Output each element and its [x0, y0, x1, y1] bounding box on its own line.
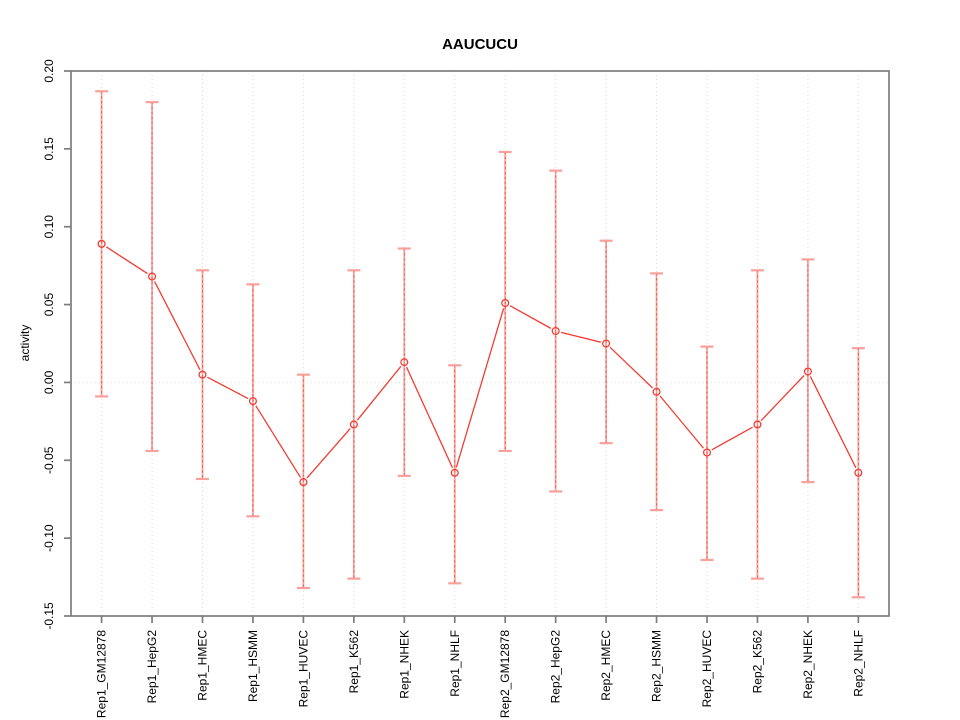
data-point — [349, 420, 358, 429]
series-segment — [255, 405, 302, 478]
y-tick-label: 0.00 — [42, 370, 56, 394]
data-point — [854, 468, 863, 477]
data-point — [501, 298, 510, 308]
series-segment — [455, 308, 505, 468]
x-tick-label: Rep1_NHLF — [448, 630, 462, 697]
plot-box — [70, 70, 890, 617]
series-segment — [560, 331, 601, 343]
data-point — [652, 387, 661, 396]
series-segment — [711, 426, 753, 451]
x-tick-label: Rep1_HUVEC — [296, 630, 310, 708]
data-point — [753, 420, 762, 429]
x-tick-label: Rep1_NHEK — [397, 630, 411, 699]
x-tick-label: Rep2_GM12878 — [498, 630, 512, 718]
y-tick-label: 0.20 — [42, 59, 56, 83]
data-point — [198, 370, 207, 379]
series-segment — [809, 376, 857, 469]
y-tick-label: -0.10 — [42, 524, 56, 552]
chart-title: AAUCUCU — [442, 36, 518, 53]
x-tick-label: Rep1_HMEC — [196, 630, 210, 701]
series-segment — [153, 281, 201, 371]
series-segment — [609, 346, 654, 389]
x-tick-label: Rep2_NHEK — [801, 630, 815, 699]
x-tick-label: Rep2_K562 — [750, 630, 764, 694]
x-tick-label: Rep1_K562 — [347, 630, 361, 694]
data-point — [400, 358, 409, 367]
x-tick-label: Rep2_HMEC — [599, 630, 613, 701]
series-segment — [405, 366, 454, 469]
series-segment — [356, 366, 402, 421]
data-point — [551, 326, 560, 336]
x-tick-label: Rep1_GM12878 — [95, 630, 109, 718]
x-tick-label: Rep2_NHLF — [851, 630, 865, 697]
x-tick-label: Rep1_HepG2 — [145, 630, 159, 704]
x-tick-label: Rep2_HUVEC — [700, 630, 714, 708]
data-point — [248, 397, 258, 406]
series-segment — [306, 428, 351, 479]
y-tick-label: 0.15 — [42, 137, 56, 161]
data-point — [97, 239, 106, 248]
data-point — [148, 272, 157, 281]
y-tick-label: -0.05 — [42, 446, 56, 474]
y-tick-label: 0.05 — [42, 293, 56, 317]
data-point — [450, 468, 459, 477]
data-point — [602, 339, 611, 348]
series-segment — [105, 246, 148, 275]
series-segment — [760, 375, 805, 421]
data-point — [299, 478, 308, 487]
data-point — [803, 367, 812, 376]
y-tick-label: 0.10 — [42, 215, 56, 239]
series-segment — [659, 395, 704, 449]
x-tick-label: Rep1_HSMM — [246, 630, 260, 702]
x-tick-label: Rep2_HepG2 — [549, 630, 563, 704]
series-segment — [207, 376, 249, 400]
data-point — [702, 448, 712, 457]
x-tick-label: Rep2_HSMM — [650, 630, 664, 702]
series-segment — [509, 305, 552, 329]
y-tick-label: -0.15 — [42, 602, 56, 630]
